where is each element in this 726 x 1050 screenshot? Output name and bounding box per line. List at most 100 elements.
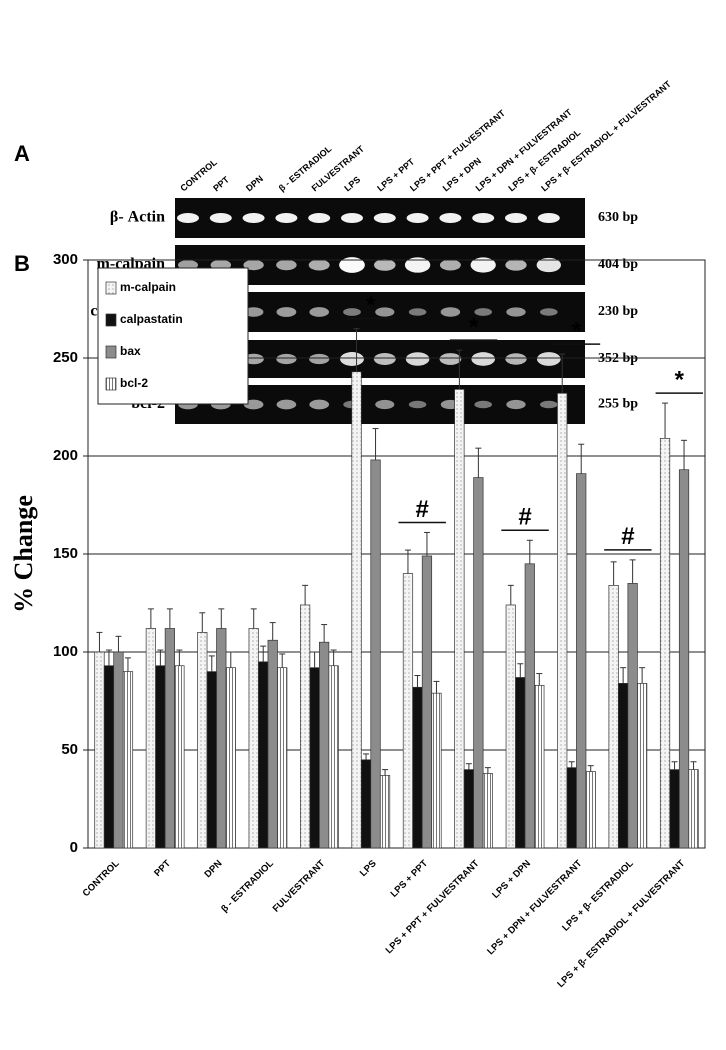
legend-swatch [105,313,117,327]
error-bar [269,622,276,641]
bar [145,628,156,849]
x-tick-label: LPS + DPN [490,858,533,901]
error-bar [507,584,514,605]
legend: m-calpain calpastatin bax bcl-2 [97,267,249,405]
bar [627,583,638,849]
error-bar [321,624,328,643]
band [276,353,297,365]
y-tick-label: 50 [61,741,78,758]
bar [300,604,311,849]
band [540,308,558,316]
band [375,307,395,317]
band [470,257,496,273]
x-tick-label: CONTROL [81,858,122,899]
bar [225,667,236,849]
legend-label: bax [120,344,141,358]
error-bar [475,447,482,478]
bar [164,628,175,849]
band [243,307,264,317]
band [540,400,558,409]
panel-label: A [14,141,30,166]
bar [267,639,278,849]
legend-swatch [105,281,117,295]
error-bar [681,439,688,470]
band [472,213,495,223]
error-bar [227,651,234,668]
error-bar [260,645,267,662]
band [375,399,395,410]
lane-label: PPT [211,174,231,193]
error-bar [311,651,318,668]
band [505,353,527,365]
band [177,213,199,223]
bar [688,769,699,849]
band [536,352,561,366]
error-bar [147,608,154,629]
bar [566,767,577,849]
lane-label: LPS [342,174,362,193]
error-bar [176,649,183,666]
band-size: 352 bp [598,351,638,366]
significance-mark: * [469,314,479,341]
band [373,213,396,223]
band [536,257,561,273]
band [471,352,496,366]
legend-label: bcl-2 [120,376,148,390]
band-size: 630 bp [598,210,638,225]
x-tick-label: DPN [202,858,224,880]
band [242,213,265,223]
legend-label: calpastatin [120,312,183,326]
y-tick-label: 150 [53,545,78,562]
significance-mark: # [518,504,531,531]
error-bar [363,753,370,760]
legend-swatch [105,345,117,359]
error-bar [690,761,697,770]
significance-mark: # [621,523,634,550]
bar [576,473,587,849]
bar [122,671,134,849]
band [474,400,492,409]
panel-label: B [14,251,30,276]
error-bar [279,653,286,668]
bar [370,459,381,849]
bar [351,371,362,849]
band [537,213,560,223]
bar [412,686,423,849]
band [439,353,462,365]
error-bar [105,649,112,666]
error-bar [671,761,678,770]
significance-mark: * [366,292,376,319]
bar [379,775,391,849]
bar [482,773,493,849]
bar [94,651,105,849]
bar [248,628,259,849]
bar [328,665,339,849]
bar [421,555,433,849]
bar [659,438,671,849]
bar [319,641,330,849]
x-tick-label: FULVESTRANT [271,858,328,915]
band [209,213,232,223]
band [439,213,462,223]
row-label: β- Actin [110,209,165,226]
bar [216,628,227,849]
error-bar [559,353,566,394]
band [505,259,527,271]
bar [473,477,484,849]
error-bar [465,763,472,770]
error-bar [115,635,122,652]
bar [360,759,372,849]
band [408,400,427,409]
error-bar [526,539,533,564]
band [308,259,330,271]
band-size: 255 bp [598,397,638,412]
band [374,259,396,271]
bar [258,661,269,849]
band [275,213,298,223]
error-bar [433,680,440,694]
band [405,352,430,366]
error-bar [662,402,669,439]
band [506,307,526,317]
x-tick-label: LPS [358,858,379,879]
